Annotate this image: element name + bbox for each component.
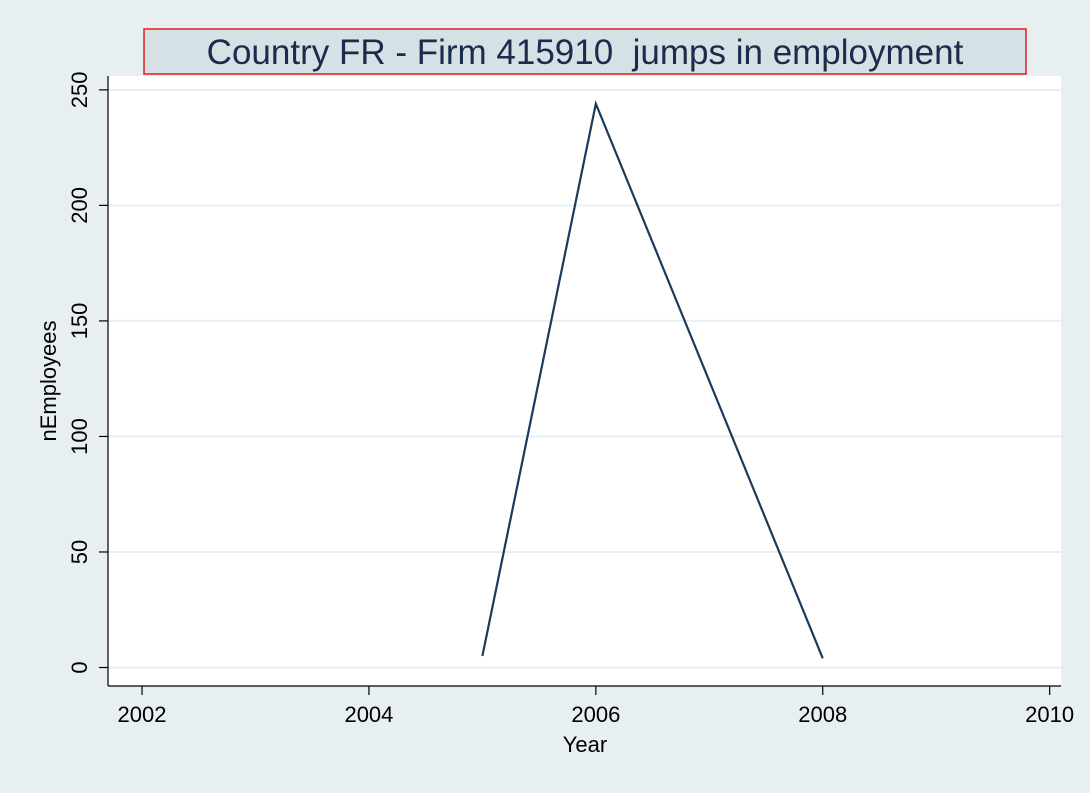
x-tick-label: 2002: [118, 702, 167, 727]
y-tick-label: 100: [67, 418, 92, 455]
series-layer: [481, 99, 824, 659]
y-axis-title: nEmployees: [36, 320, 61, 441]
x-tick-label: 2006: [571, 702, 620, 727]
y-tick-label: 0: [67, 661, 92, 673]
grid-lines: [108, 88, 1061, 669]
y-axis-ticks: 0 50 100 150 200 250: [67, 72, 108, 674]
x-tick-label: 2004: [344, 702, 393, 727]
chart-title: Country FR - Firm 415910 jumps in employ…: [207, 33, 964, 72]
x-axis-ticks: 2002 2004 2006 2008 2010: [118, 686, 1074, 727]
x-axis-title: Year: [563, 732, 607, 757]
x-tick-label: 2008: [798, 702, 847, 727]
y-tick-label: 150: [67, 303, 92, 340]
x-tick-label: 2010: [1025, 702, 1074, 727]
y-tick-label: 200: [67, 187, 92, 224]
plot-area: [108, 76, 1061, 686]
y-tick-label: 50: [67, 540, 92, 564]
y-tick-label: 250: [67, 72, 92, 109]
title-box: [143, 28, 1027, 75]
